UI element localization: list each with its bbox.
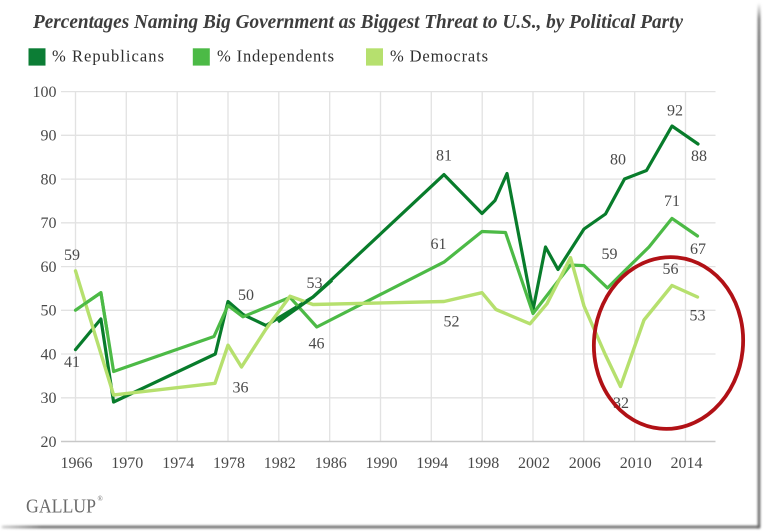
svg-text:41: 41 <box>64 354 80 371</box>
svg-text:2014: 2014 <box>671 455 703 472</box>
svg-text:20: 20 <box>41 434 57 451</box>
svg-text:2006: 2006 <box>569 455 601 472</box>
svg-text:2010: 2010 <box>620 455 652 472</box>
svg-text:59: 59 <box>602 246 618 263</box>
svg-text:52: 52 <box>444 314 460 331</box>
svg-text:% Democrats: % Democrats <box>390 47 488 66</box>
svg-text:30: 30 <box>41 390 57 407</box>
svg-text:2002: 2002 <box>518 455 550 472</box>
svg-text:81: 81 <box>436 148 452 165</box>
svg-text:1986: 1986 <box>315 455 347 472</box>
svg-text:1966: 1966 <box>61 455 93 472</box>
svg-text:56: 56 <box>663 261 679 278</box>
svg-text:1998: 1998 <box>467 455 499 472</box>
svg-text:% Republicans: % Republicans <box>52 47 164 66</box>
svg-text:90: 90 <box>41 128 57 145</box>
svg-text:40: 40 <box>41 346 57 363</box>
svg-text:60: 60 <box>41 259 57 276</box>
svg-text:61: 61 <box>431 236 447 253</box>
svg-text:1982: 1982 <box>264 455 296 472</box>
svg-text:1974: 1974 <box>162 455 194 472</box>
svg-text:36: 36 <box>233 380 249 397</box>
svg-text:53: 53 <box>307 275 323 292</box>
svg-text:1978: 1978 <box>213 455 245 472</box>
svg-text:80: 80 <box>610 152 626 169</box>
svg-text:92: 92 <box>667 103 683 120</box>
svg-text:1970: 1970 <box>111 455 143 472</box>
svg-text:GALLUP: GALLUP <box>26 496 96 518</box>
svg-text:80: 80 <box>41 172 57 189</box>
svg-text:50: 50 <box>238 287 254 304</box>
svg-text:100: 100 <box>33 84 57 101</box>
svg-text:Percentages Naming Big Governm: Percentages Naming Big Government as Big… <box>32 11 684 33</box>
svg-text:% Independents: % Independents <box>217 47 334 66</box>
svg-text:70: 70 <box>41 215 57 232</box>
svg-text:1994: 1994 <box>416 455 448 472</box>
svg-text:71: 71 <box>664 193 680 210</box>
svg-text:67: 67 <box>690 241 706 258</box>
svg-text:1990: 1990 <box>366 455 398 472</box>
svg-text:53: 53 <box>690 308 706 325</box>
svg-text:59: 59 <box>64 247 80 264</box>
svg-text:46: 46 <box>309 336 325 353</box>
svg-text:®: ® <box>98 495 104 503</box>
svg-text:88: 88 <box>691 148 707 165</box>
svg-text:50: 50 <box>41 303 57 320</box>
